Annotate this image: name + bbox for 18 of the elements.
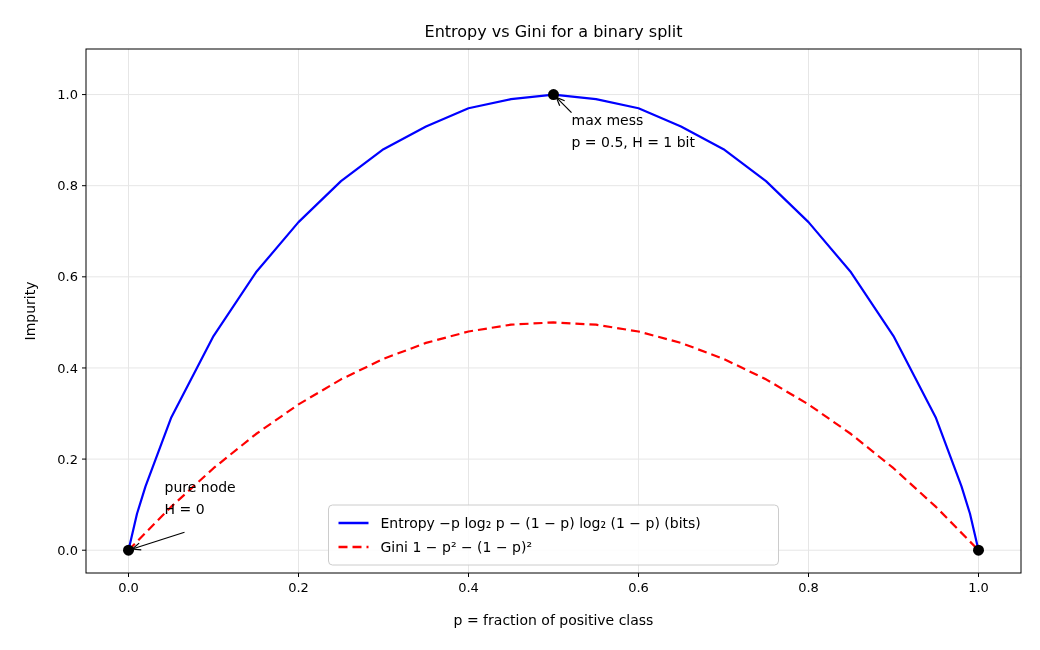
chart-title: Entropy vs Gini for a binary split: [424, 22, 683, 41]
x-tick-label: 0.4: [458, 580, 479, 595]
y-tick-label: 0.6: [57, 269, 78, 285]
y-tick-label: 0.4: [57, 360, 78, 376]
x-tick-label: 0.8: [798, 580, 819, 595]
y-tick-label: 0.0: [57, 542, 78, 558]
x-tick-label: 0.6: [628, 580, 649, 595]
y-tick-label: 1.0: [57, 87, 78, 103]
x-tick-label: 0.2: [288, 580, 309, 595]
x-tick-label: 0.0: [118, 580, 139, 595]
legend-label: Gini 1 − p² − (1 − p)²: [380, 538, 533, 555]
annotation: max mess p = 0.5, H = 1 bit: [571, 111, 696, 150]
y-tick-label: 0.8: [57, 178, 78, 194]
x-tick-label: 1.0: [968, 580, 989, 595]
x-axis-title: p = fraction of positive class: [453, 612, 654, 628]
y-axis-title: Impurity: [22, 281, 38, 341]
legend-label: Entropy −p log₂ p − (1 − p) log₂ (1 − p) (bits): [380, 514, 701, 531]
y-tick-label: 0.2: [57, 451, 78, 467]
